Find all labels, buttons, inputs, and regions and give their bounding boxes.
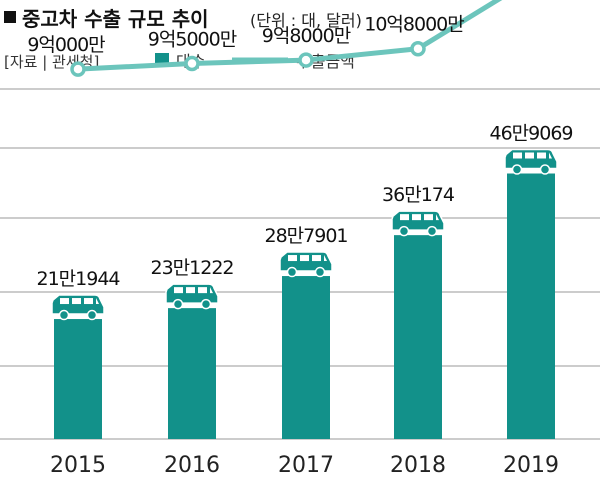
- bar-value-label: 36만174: [382, 184, 455, 206]
- amount-value-label: 9억000만: [27, 34, 105, 56]
- bar-2015: [54, 319, 102, 439]
- amount-value-label: 9억5000만: [148, 28, 237, 50]
- x-tick-label: 2019: [503, 453, 559, 478]
- bar-2016: [168, 308, 216, 439]
- x-tick-label: 2016: [164, 453, 220, 478]
- amount-value-label: 9억8000만: [262, 25, 351, 47]
- bar-2017: [282, 276, 330, 439]
- bars: [51, 148, 558, 439]
- bar-value-label: 46만9069: [489, 123, 572, 145]
- amount-line: [70, 0, 503, 77]
- amount-point: [70, 61, 86, 77]
- van-icon: [51, 294, 105, 321]
- x-axis: 2015 2016 2017 2018 2019: [50, 453, 559, 478]
- data-labels: 21만1944 23만1222 28만7901 36만174 46만9069 9억000만…: [27, 14, 573, 290]
- van-icon: [165, 283, 219, 310]
- title-square-icon: [4, 11, 16, 23]
- amount-value-label: 10억8000만: [364, 14, 464, 36]
- chart-title: 중고차 수출 규모 추이: [22, 7, 209, 31]
- bar-value-label: 21만1944: [36, 268, 120, 290]
- van-icon: [279, 251, 333, 278]
- van-icon: [391, 210, 445, 237]
- x-tick-label: 2017: [278, 453, 334, 478]
- unit-note: (단위 : 대, 달러): [250, 11, 362, 30]
- bar-value-label: 23만1222: [150, 257, 233, 279]
- x-tick-label: 2015: [50, 453, 106, 478]
- bar-2018: [394, 235, 442, 439]
- amount-point: [410, 40, 426, 57]
- bar-2019: [507, 173, 555, 439]
- x-tick-label: 2018: [390, 453, 446, 478]
- amount-point: [298, 52, 314, 68]
- amount-point: [184, 55, 200, 72]
- bar-value-label: 28만7901: [264, 225, 347, 247]
- van-icon: [504, 148, 558, 175]
